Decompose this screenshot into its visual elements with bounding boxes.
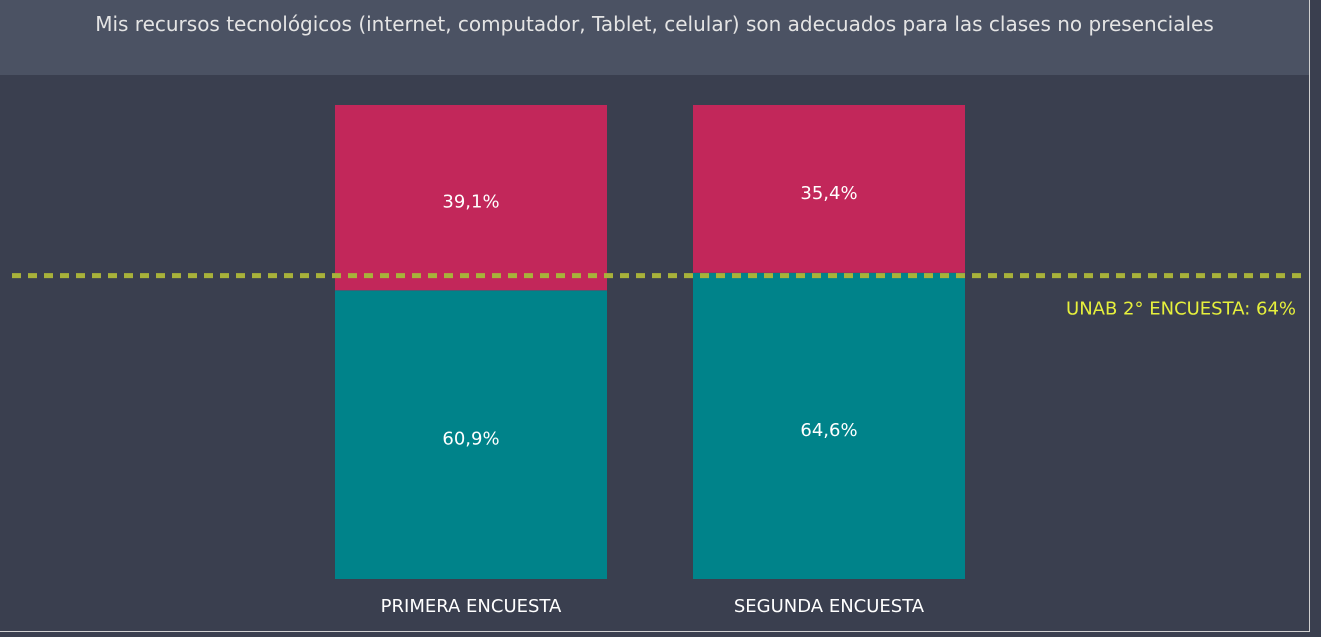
bar-segment	[693, 272, 965, 579]
value-label: 35,4%	[800, 183, 857, 204]
reference-label: UNAB 2° ENCUESTA: 64%	[1066, 299, 1296, 320]
x-tick-label: SEGUNDA ENCUESTA	[734, 596, 925, 617]
chart-title: Mis recursos tecnológicos (internet, com…	[0, 0, 1309, 75]
value-label: 39,1%	[442, 192, 499, 213]
bar-segment	[335, 290, 607, 579]
x-tick-label: PRIMERA ENCUESTA	[381, 596, 562, 617]
bar-segment	[693, 105, 965, 273]
bar-segment	[335, 105, 607, 291]
value-label: 60,9%	[442, 429, 499, 450]
value-label: 64,6%	[800, 420, 857, 441]
